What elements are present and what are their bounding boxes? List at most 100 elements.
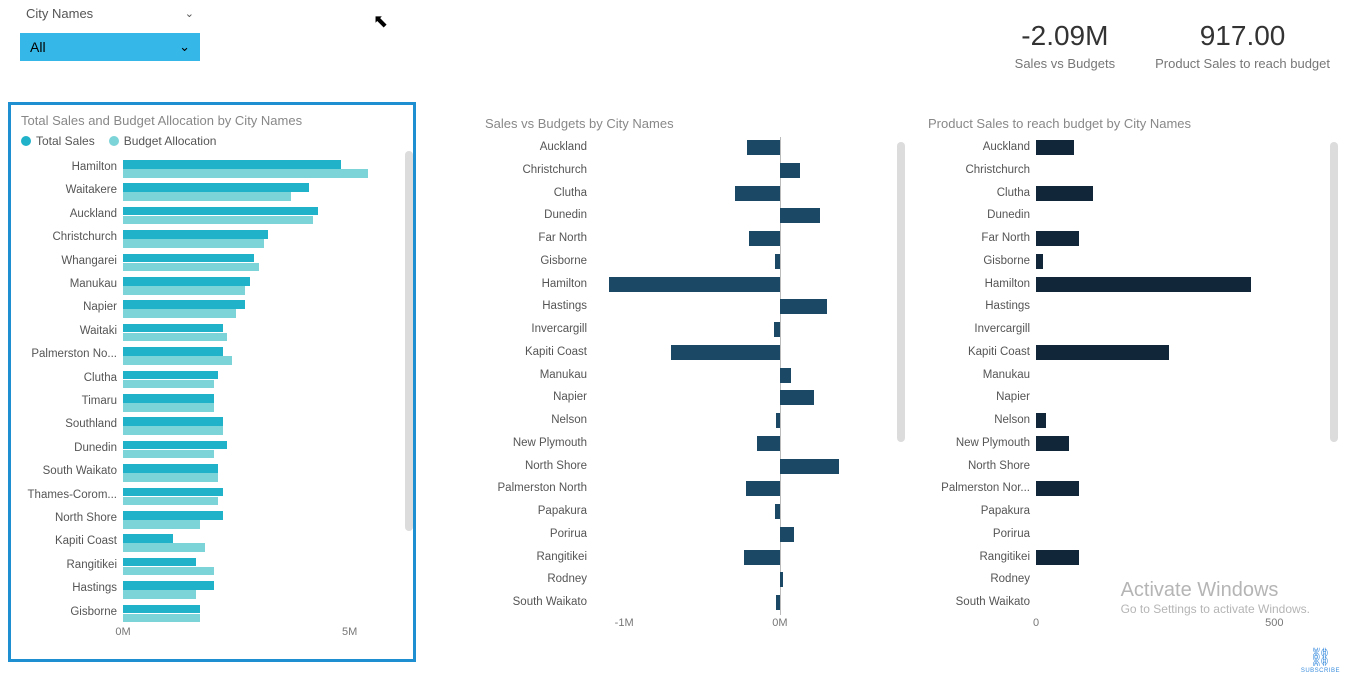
bar-product-sales[interactable] bbox=[1036, 254, 1043, 269]
bar-total-sales[interactable] bbox=[123, 183, 309, 192]
bar-budget-allocation[interactable] bbox=[123, 356, 232, 365]
bar-budget-allocation[interactable] bbox=[123, 333, 227, 342]
bar-product-sales[interactable] bbox=[1036, 186, 1093, 201]
bar-sales-vs-budgets[interactable] bbox=[780, 572, 783, 587]
bar-total-sales[interactable] bbox=[123, 558, 196, 567]
bar-product-sales[interactable] bbox=[1036, 277, 1251, 292]
bar-total-sales[interactable] bbox=[123, 605, 200, 614]
bar-total-sales[interactable] bbox=[123, 277, 250, 286]
bar-sales-vs-budgets[interactable] bbox=[776, 413, 780, 428]
bar-sales-vs-budgets[interactable] bbox=[775, 504, 780, 519]
kpi-card-sales-vs-budgets[interactable]: -2.09M Sales vs Budgets bbox=[1015, 20, 1115, 71]
dna-icon: ⛓ bbox=[1301, 647, 1340, 668]
bar-budget-allocation[interactable] bbox=[123, 263, 259, 272]
bar-budget-allocation[interactable] bbox=[123, 614, 200, 623]
bar-product-sales[interactable] bbox=[1036, 436, 1069, 451]
bar-sales-vs-budgets[interactable] bbox=[775, 254, 780, 269]
chart-row: Christchurch bbox=[123, 228, 395, 249]
bar-budget-allocation[interactable] bbox=[123, 169, 368, 178]
bar-total-sales[interactable] bbox=[123, 324, 223, 333]
bar-product-sales[interactable] bbox=[1036, 345, 1169, 360]
category-label: Gisborne bbox=[487, 255, 593, 267]
bar-budget-allocation[interactable] bbox=[123, 520, 200, 529]
bar-sales-vs-budgets[interactable] bbox=[780, 299, 827, 314]
bar-total-sales[interactable] bbox=[123, 371, 218, 380]
chart-row: Hamilton bbox=[593, 274, 889, 297]
bar-sales-vs-budgets[interactable] bbox=[780, 527, 794, 542]
bar-budget-allocation[interactable] bbox=[123, 590, 196, 599]
bar-budget-allocation[interactable] bbox=[123, 286, 245, 295]
bar-budget-allocation[interactable] bbox=[123, 497, 218, 506]
bar-sales-vs-budgets[interactable] bbox=[774, 322, 780, 337]
bar-sales-vs-budgets[interactable] bbox=[780, 368, 791, 383]
bar-total-sales[interactable] bbox=[123, 581, 214, 590]
bar-budget-allocation[interactable] bbox=[123, 239, 264, 248]
bar-total-sales[interactable] bbox=[123, 230, 268, 239]
bar-budget-allocation[interactable] bbox=[123, 567, 214, 576]
chart-sales-vs-budgets[interactable]: Sales vs Budgets by City Names AucklandC… bbox=[485, 116, 905, 656]
bar-total-sales[interactable] bbox=[123, 511, 223, 520]
bar-sales-vs-budgets[interactable] bbox=[671, 345, 780, 360]
subscribe-text: SUBSCRIBE bbox=[1301, 668, 1340, 674]
bar-budget-allocation[interactable] bbox=[123, 473, 218, 482]
bar-product-sales[interactable] bbox=[1036, 413, 1046, 428]
bar-sales-vs-budgets[interactable] bbox=[735, 186, 780, 201]
bar-total-sales[interactable] bbox=[123, 464, 218, 473]
chart-row: Manukau bbox=[123, 275, 395, 296]
bar-sales-vs-budgets[interactable] bbox=[747, 140, 780, 155]
slicer-field-label[interactable]: City Names ⌄ bbox=[20, 4, 200, 23]
bar-budget-allocation[interactable] bbox=[123, 543, 205, 552]
category-label: Thames-Corom... bbox=[23, 489, 123, 501]
category-label: Hamilton bbox=[23, 161, 123, 173]
kpi-card-product-sales[interactable]: 917.00 Product Sales to reach budget bbox=[1155, 20, 1330, 71]
bar-total-sales[interactable] bbox=[123, 207, 318, 216]
bar-sales-vs-budgets[interactable] bbox=[776, 595, 780, 610]
slicer-dropdown[interactable]: All ⌄ bbox=[20, 33, 200, 61]
bar-total-sales[interactable] bbox=[123, 417, 223, 426]
subscribe-badge: ⛓ SUBSCRIBE bbox=[1301, 647, 1340, 674]
bar-total-sales[interactable] bbox=[123, 254, 254, 263]
chart-row: Auckland bbox=[1036, 137, 1322, 160]
kpi-label: Sales vs Budgets bbox=[1015, 56, 1115, 71]
bar-sales-vs-budgets[interactable] bbox=[780, 390, 814, 405]
chart-scrollbar[interactable] bbox=[1330, 142, 1338, 442]
slicer-value: All bbox=[30, 39, 46, 55]
chart-row: Whangarei bbox=[123, 252, 395, 273]
bar-sales-vs-budgets[interactable] bbox=[744, 550, 780, 565]
chart-product-sales-reach-budget[interactable]: Product Sales to reach budget by City Na… bbox=[928, 116, 1338, 656]
bar-total-sales[interactable] bbox=[123, 347, 223, 356]
chart-scrollbar[interactable] bbox=[897, 142, 905, 442]
bar-total-sales[interactable] bbox=[123, 441, 227, 450]
bar-product-sales[interactable] bbox=[1036, 231, 1079, 246]
bar-budget-allocation[interactable] bbox=[123, 380, 214, 389]
chart-total-sales-budget[interactable]: Total Sales and Budget Allocation by Cit… bbox=[8, 102, 416, 662]
bar-total-sales[interactable] bbox=[123, 300, 245, 309]
bar-total-sales[interactable] bbox=[123, 394, 214, 403]
bar-sales-vs-budgets[interactable] bbox=[757, 436, 780, 451]
bar-product-sales[interactable] bbox=[1036, 140, 1074, 155]
bar-budget-allocation[interactable] bbox=[123, 426, 223, 435]
legend-swatch bbox=[109, 136, 119, 146]
bar-sales-vs-budgets[interactable] bbox=[749, 231, 780, 246]
chart-row: Nelson bbox=[593, 410, 889, 433]
bar-product-sales[interactable] bbox=[1036, 481, 1079, 496]
bar-budget-allocation[interactable] bbox=[123, 450, 214, 459]
bar-budget-allocation[interactable] bbox=[123, 192, 291, 201]
chart-row: Auckland bbox=[593, 137, 889, 160]
bar-budget-allocation[interactable] bbox=[123, 216, 313, 225]
bar-sales-vs-budgets[interactable] bbox=[609, 277, 780, 292]
bar-sales-vs-budgets[interactable] bbox=[780, 459, 839, 474]
bar-budget-allocation[interactable] bbox=[123, 309, 236, 318]
chart-row: Gisborne bbox=[593, 251, 889, 274]
bar-total-sales[interactable] bbox=[123, 488, 223, 497]
bar-budget-allocation[interactable] bbox=[123, 403, 214, 412]
bar-sales-vs-budgets[interactable] bbox=[780, 208, 821, 223]
bar-sales-vs-budgets[interactable] bbox=[780, 163, 800, 178]
chart-scrollbar[interactable] bbox=[405, 151, 413, 531]
chart-row: Timaru bbox=[123, 392, 395, 413]
bar-sales-vs-budgets[interactable] bbox=[746, 481, 780, 496]
watermark-line1: Activate Windows bbox=[1121, 579, 1310, 602]
bar-total-sales[interactable] bbox=[123, 534, 173, 543]
bar-product-sales[interactable] bbox=[1036, 550, 1079, 565]
bar-total-sales[interactable] bbox=[123, 160, 341, 169]
